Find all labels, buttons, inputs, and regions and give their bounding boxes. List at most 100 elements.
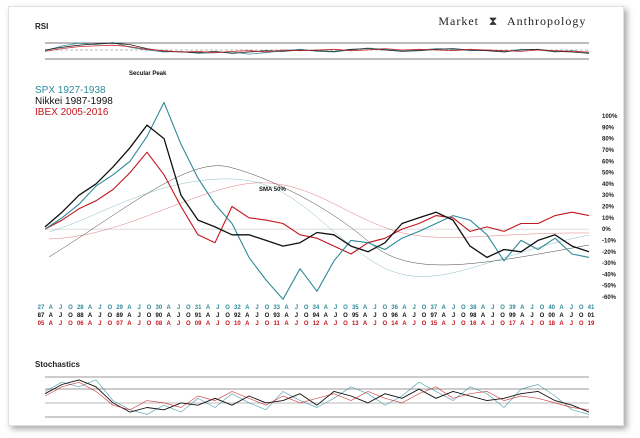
x-tick-spx: A <box>402 305 407 311</box>
x-tick-nikkei: O <box>225 313 230 319</box>
y-tick-label: -10% <box>602 238 617 244</box>
legend-spx: SPX 1927-1938 <box>35 85 106 96</box>
x-tick-spx: A <box>324 305 329 311</box>
y-tick-label: -40% <box>602 272 617 278</box>
y-tick-label: 30% <box>602 193 615 199</box>
x-tick-spx: A <box>167 305 172 311</box>
x-tick-nikkei: A <box>481 313 486 319</box>
x-tick-nikkei: O <box>422 313 427 319</box>
x-tick-ibex: A <box>167 321 172 327</box>
x-tick-ibex: 14 <box>391 321 398 327</box>
y-tick-label: 90% <box>602 125 615 131</box>
rsi-line-ibex <box>44 44 590 54</box>
x-tick-ibex: 10 <box>234 321 241 327</box>
x-tick-nikkei: O <box>540 313 545 319</box>
x-tick-spx: A <box>127 305 132 311</box>
x-tick-spx: J <box>334 305 337 311</box>
x-tick-nikkei: J <box>491 313 494 319</box>
x-tick-spx: 37 <box>431 305 438 311</box>
x-tick-spx: O <box>540 305 545 311</box>
x-tick-ibex: 19 <box>588 321 595 327</box>
static-layer: 100% 90% 80% 70% 60% 50% 40% 30% 20% 10% 0% -10% -20… <box>38 42 618 418</box>
x-tick-ibex: A <box>442 321 447 327</box>
x-tick-nikkei: A <box>363 313 368 319</box>
x-tick-ibex: J <box>98 321 101 327</box>
x-tick-ibex: O <box>579 321 584 327</box>
x-tick-nikkei: A <box>559 313 564 319</box>
x-tick-spx: O <box>422 305 427 311</box>
x-tick-nikkei: A <box>402 313 407 319</box>
x-tick-nikkei: J <box>452 313 455 319</box>
x-tick-nikkei: O <box>107 313 112 319</box>
y-tick-label: -50% <box>602 284 617 290</box>
x-tick-ibex: A <box>127 321 132 327</box>
sma-curve-nikkei <box>48 165 590 266</box>
x-tick-ibex: 06 <box>77 321 84 327</box>
x-tick-ibex: J <box>530 321 533 327</box>
x-tick-nikkei: 90 <box>156 313 163 319</box>
y-tick-label: 0% <box>602 227 611 233</box>
x-tick-nikkei: 93 <box>273 313 280 319</box>
x-tick-ibex: A <box>520 321 525 327</box>
x-tick-spx: 36 <box>391 305 398 311</box>
x-tick-ibex: O <box>343 321 348 327</box>
x-tick-spx: J <box>177 305 180 311</box>
x-tick-nikkei: O <box>343 313 348 319</box>
x-tick-spx: A <box>284 305 289 311</box>
x-tick-ibex: J <box>373 321 376 327</box>
x-tick-ibex: O <box>265 321 270 327</box>
x-tick-ibex: A <box>206 321 211 327</box>
x-tick-spx: J <box>491 305 494 311</box>
x-tick-spx: 28 <box>77 305 84 311</box>
rsi-line-spx <box>44 42 590 55</box>
market-anthropology-chart: Market ⧗ Anthropology RSI Stochastics SP… <box>35 14 618 418</box>
x-tick-nikkei: J <box>216 313 219 319</box>
x-tick-nikkei: O <box>186 313 191 319</box>
y-tick-label: -20% <box>602 250 617 256</box>
x-tick-ibex: J <box>177 321 180 327</box>
x-tick-spx: 39 <box>509 305 516 311</box>
x-tick-ibex: A <box>402 321 407 327</box>
x-tick-spx: A <box>245 305 250 311</box>
x-tick-spx: 41 <box>588 305 595 311</box>
x-tick-nikkei: 97 <box>431 313 438 319</box>
x-tick-ibex: J <box>216 321 219 327</box>
x-tick-spx: 31 <box>195 305 202 311</box>
x-tick-nikkei: O <box>68 313 73 319</box>
x-tick-nikkei: O <box>579 313 584 319</box>
x-tick-nikkei: J <box>530 313 533 319</box>
x-tick-ibex: 13 <box>352 321 359 327</box>
x-tick-nikkei: 88 <box>77 313 84 319</box>
x-tick-nikkei: A <box>284 313 289 319</box>
chart-card: Market ⧗ Anthropology RSI Stochastics SP… <box>8 6 624 426</box>
main-plot-layer <box>44 42 590 415</box>
x-tick-ibex: O <box>186 321 191 327</box>
y-tick-label: 20% <box>602 205 615 211</box>
x-tick-nikkei: A <box>167 313 172 319</box>
x-tick-spx: J <box>373 305 376 311</box>
x-tick-nikkei: J <box>138 313 141 319</box>
x-tick-spx: J <box>530 305 533 311</box>
x-tick-nikkei: J <box>570 313 573 319</box>
x-tick-spx: J <box>413 305 416 311</box>
x-tick-spx: O <box>304 305 309 311</box>
x-tick-spx: J <box>570 305 573 311</box>
x-tick-ibex: A <box>324 321 329 327</box>
x-tick-spx: 29 <box>116 305 123 311</box>
sma-label: SMA 50% <box>259 187 286 193</box>
x-tick-nikkei: 89 <box>116 313 123 319</box>
x-tick-spx: 30 <box>156 305 163 311</box>
x-tick-ibex: J <box>452 321 455 327</box>
x-tick-nikkei: O <box>304 313 309 319</box>
x-tick-nikkei: A <box>88 313 93 319</box>
x-tick-spx: 27 <box>38 305 45 311</box>
x-tick-ibex: 08 <box>156 321 163 327</box>
x-tick-ibex: 18 <box>548 321 555 327</box>
x-tick-ibex: A <box>245 321 250 327</box>
x-tick-spx: A <box>88 305 93 311</box>
y-tick-label: 10% <box>602 216 615 222</box>
x-tick-nikkei: J <box>59 313 62 319</box>
x-tick-nikkei: A <box>127 313 132 319</box>
x-tick-ibex: O <box>225 321 230 327</box>
x-tick-spx: 33 <box>273 305 280 311</box>
